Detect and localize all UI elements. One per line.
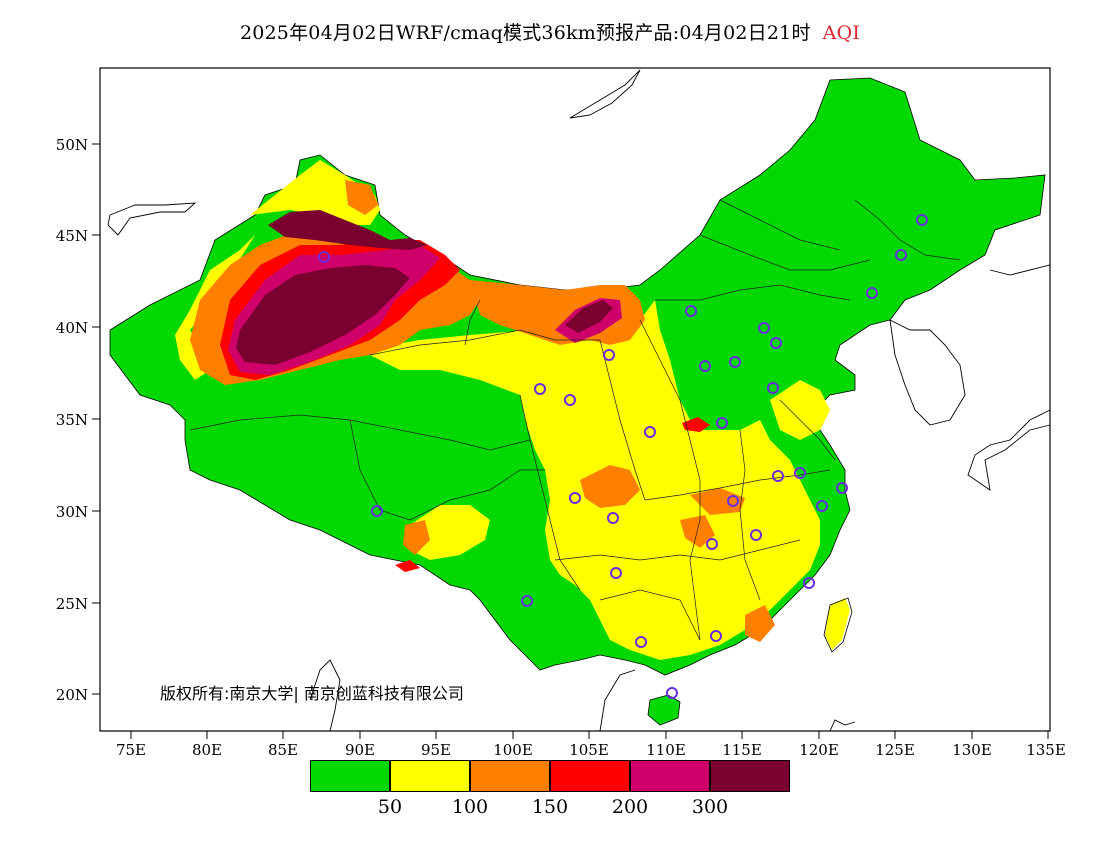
lon-label-120: 120E [799,741,839,759]
lon-label-130: 130E [952,741,992,759]
lon-label-135: 135E [1026,741,1066,759]
lon-axis [130,731,1049,739]
province-boundaries [189,199,961,641]
korea-coastline [889,319,966,426]
taiwan-island [823,597,853,653]
aqi-usg-north-edge [345,180,378,215]
legend-tick-200: 200 [611,796,649,818]
lon-label-90: 90E [345,741,375,759]
aqi-usg-sichuan [580,465,640,508]
lat-label-25: 25N [56,595,88,613]
lon-label-85: 85E [268,741,298,759]
legend-color-unhealthy [550,760,630,792]
lon-label-110: 110E [646,741,686,759]
aqi-usg-hubei [690,488,745,515]
aqi-usg-guangdong [745,605,775,642]
legend-color-good [310,760,390,792]
title-text: 2025年04月02日WRF/cmaq模式36km预报产品:04月02日21时 [239,22,811,44]
lon-label-75: 75E [116,741,146,759]
aqi-unhealthy-tibet [395,560,420,572]
aqi-hazardous-gansu [565,300,613,333]
legend-color-very-unhealthy [630,760,710,792]
aqi-hazardous-xinjiang-main [236,265,410,365]
balkhash-lake [107,202,197,236]
lat-label-50: 50N [56,136,88,154]
lon-label-105: 105E [569,741,609,759]
aqi-moderate-north [250,160,380,225]
lon-label-115: 115E [722,741,762,759]
map-frame [99,67,1051,732]
aqi-usg-hunan [680,515,715,548]
legend-tick-50: 50 [377,796,403,818]
aqi-unhealthy-henan [682,417,710,432]
map-title: 2025年04月02日WRF/cmaq模式36km预报产品:04月02日21时 A… [0,18,1100,45]
lon-label-125: 125E [875,741,915,759]
legend-tick-150: 150 [531,796,569,818]
lat-label-35: 35N [56,411,88,429]
station-markers [318,214,928,699]
aqi-usg-tibet [403,520,430,555]
lat-label-30: 30N [56,503,88,521]
legend-tick-100: 100 [451,796,489,818]
legend-color-hazardous [710,760,790,792]
lat-label-20: 20N [56,686,88,704]
aqi-moderate-east [770,380,830,440]
lat-axis [92,143,100,695]
legend-color-usg [470,760,550,792]
lon-label-100: 100E [493,741,533,759]
lon-label-80: 80E [192,741,222,759]
aqi-moderate-tibet [410,505,490,560]
lon-label-95: 95E [421,741,451,759]
lat-label-40: 40N [56,319,88,337]
variable-label: AQI [822,22,861,44]
aqi-hazardous-xinjiang-north [268,210,428,250]
legend-color-moderate [390,760,470,792]
aqi-moderate-taiwan [825,598,850,650]
southeast-asia-coast [309,659,856,732]
lat-label-45: 45N [56,227,88,245]
copyright-notice: 版权所有:南京大学| 南京创蓝科技有限公司 [160,684,464,703]
legend-tick-300: 300 [691,796,729,818]
russia-coast-north [569,69,641,119]
